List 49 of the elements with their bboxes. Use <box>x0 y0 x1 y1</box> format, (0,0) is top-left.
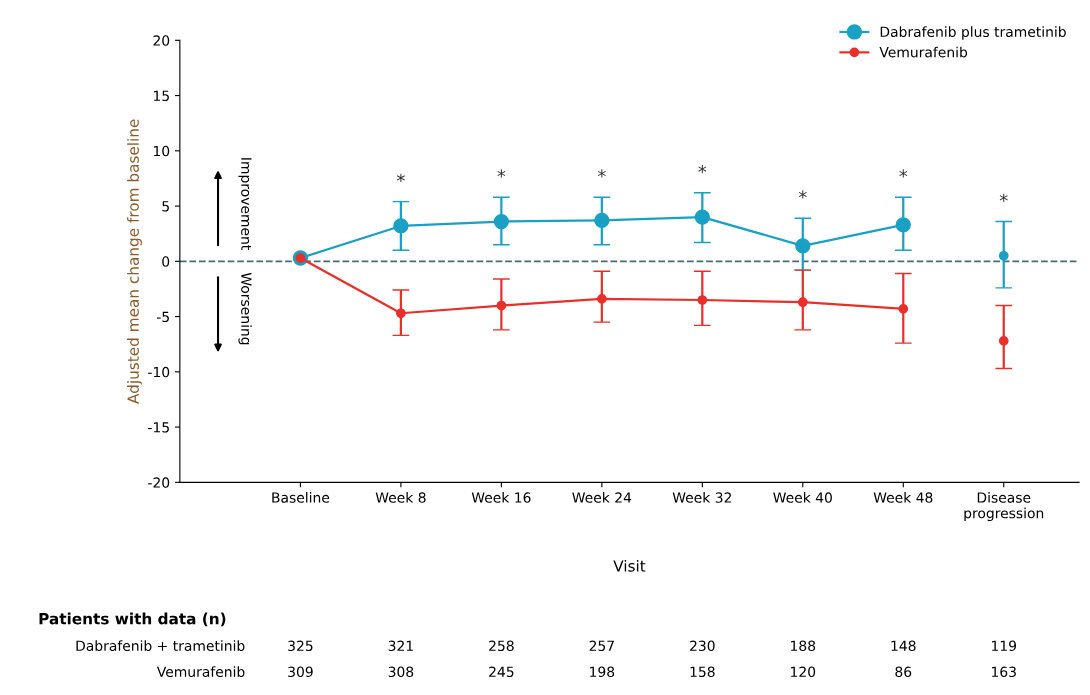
y-tick-label: -20 <box>148 477 170 488</box>
text: 309 <box>288 666 313 678</box>
annotation: Worsening <box>238 272 252 345</box>
x-tick-label: Week 48 <box>873 492 933 503</box>
text: Dabrafenib + trametinib <box>76 640 245 652</box>
text: Patients with data (n) <box>39 612 226 627</box>
x-tick-label: Baseline <box>272 492 330 503</box>
y-tick-label: 0 <box>162 256 170 267</box>
text: 158 <box>690 666 715 678</box>
x-axis-title: Visit <box>613 559 646 572</box>
y-tick-label: -15 <box>148 422 169 433</box>
x-tick-label: Week 24 <box>572 492 632 503</box>
x-tick-label: Disease progression <box>964 492 1044 522</box>
y-tick-label: 5 <box>162 201 169 212</box>
annotation: * <box>899 169 908 178</box>
text: 120 <box>791 666 816 678</box>
text: 321 <box>388 640 413 652</box>
text: 325 <box>288 640 313 652</box>
y-tick-label: -10 <box>148 366 170 378</box>
text: 198 <box>590 666 615 678</box>
text: Vemurafenib <box>156 666 245 678</box>
annotation: * <box>999 193 1008 202</box>
annotation: * <box>698 164 707 174</box>
text: 258 <box>489 640 514 652</box>
annotation: Improvement <box>238 158 252 250</box>
text: 188 <box>791 640 816 652</box>
annotation: * <box>798 190 807 199</box>
y-tick-label: -5 <box>156 311 169 323</box>
annotation: * <box>597 169 606 178</box>
text: 257 <box>589 640 614 652</box>
text: 163 <box>992 666 1016 678</box>
x-tick-label: Week 16 <box>471 492 531 503</box>
text: 86 <box>895 666 912 678</box>
x-tick-label: Week 40 <box>773 492 832 503</box>
text: 148 <box>891 640 916 652</box>
text: 230 <box>690 640 715 652</box>
annotation: * <box>396 173 405 183</box>
legend-label: Dabrafenib plus trametinib <box>880 26 1066 40</box>
y-tick-label: 15 <box>153 90 169 102</box>
y-tick-label: 20 <box>153 35 170 46</box>
text: 119 <box>992 640 1017 652</box>
text: 245 <box>489 666 514 678</box>
text: 308 <box>388 666 414 678</box>
x-tick-label: Week 8 <box>375 492 426 503</box>
annotation: * <box>497 169 506 178</box>
y-axis-title: Adjusted mean change from baseline <box>127 119 142 404</box>
y-tick-label: 10 <box>153 145 170 157</box>
x-tick-label: Week 32 <box>672 492 731 503</box>
legend-label: Vemurafenib <box>879 46 968 58</box>
